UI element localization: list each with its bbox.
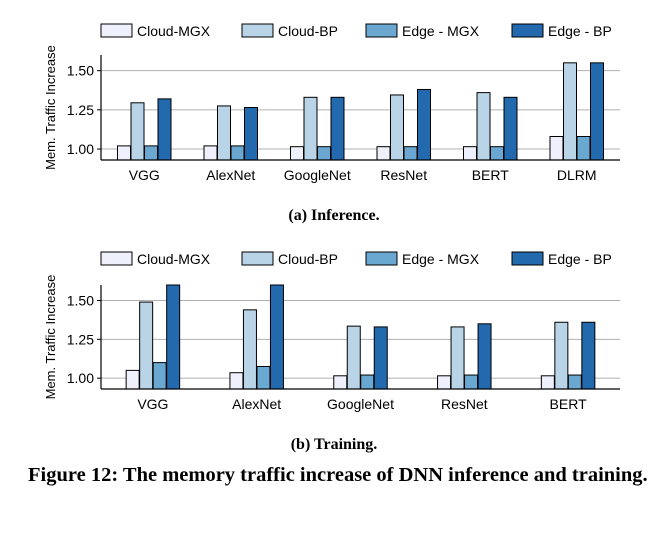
legend-label: Edge - BP bbox=[548, 23, 612, 39]
bar bbox=[125, 369, 140, 390]
chart-inference: 1.00 1.25 1.50 Mem. Traffic Increase VGG Alex… bbox=[43, 23, 620, 183]
bar bbox=[390, 94, 404, 161]
bar bbox=[590, 62, 604, 161]
bar bbox=[437, 375, 452, 390]
bar bbox=[217, 105, 231, 161]
x-tick-label: AlexNet bbox=[232, 396, 281, 412]
y-tick-label: 1.25 bbox=[67, 331, 94, 347]
legend-swatch bbox=[100, 251, 133, 266]
bar bbox=[376, 146, 391, 161]
bar bbox=[303, 96, 318, 161]
legend-swatch bbox=[365, 23, 398, 38]
y-tick-label: 1.50 bbox=[67, 63, 94, 79]
legend-label: Cloud-MGX bbox=[137, 251, 211, 267]
y-tick-label: 1.50 bbox=[67, 293, 94, 309]
bar bbox=[144, 145, 158, 161]
bar bbox=[230, 145, 245, 161]
bar bbox=[244, 107, 258, 161]
legend: Cloud-MGX Cloud-BP Edge - MGX Edge - BP bbox=[100, 23, 612, 39]
legend-label: Edge - MGX bbox=[402, 23, 480, 39]
bar bbox=[360, 374, 375, 390]
bar bbox=[540, 375, 555, 390]
bar bbox=[157, 98, 172, 161]
bar bbox=[330, 96, 345, 161]
bar bbox=[549, 135, 564, 161]
x-tick-label: BERT bbox=[550, 396, 588, 412]
bar bbox=[242, 309, 257, 390]
bar bbox=[373, 326, 388, 390]
y-tick-label: 1.00 bbox=[67, 141, 94, 157]
chart-training: 1.00 1.25 1.50 Mem. Traffic Increase VGG Alex… bbox=[43, 251, 620, 412]
bar bbox=[576, 135, 591, 161]
bar bbox=[130, 102, 145, 161]
bar bbox=[503, 96, 518, 161]
bar bbox=[152, 362, 167, 390]
legend-swatch bbox=[241, 23, 274, 38]
legend-label: Edge - MGX bbox=[402, 251, 480, 267]
bar bbox=[269, 284, 284, 390]
y-axis-label: Mem. Traffic Increase bbox=[43, 45, 58, 170]
bar bbox=[256, 365, 271, 390]
bar bbox=[464, 374, 479, 390]
legend-label: Edge - BP bbox=[548, 251, 612, 267]
x-tick-label: VGG bbox=[137, 396, 168, 412]
x-tick-label: VGG bbox=[129, 167, 160, 183]
bar bbox=[346, 325, 361, 390]
subcaption-training: (b) Training. bbox=[291, 436, 378, 453]
bar bbox=[490, 146, 504, 161]
legend-swatch bbox=[365, 251, 398, 266]
bar bbox=[477, 323, 492, 390]
legend-swatch bbox=[511, 23, 544, 38]
x-tick-label: ResNet bbox=[380, 167, 427, 183]
bar bbox=[229, 372, 244, 390]
legend: Cloud-MGX Cloud-BP Edge - MGX Edge - BP bbox=[100, 251, 612, 267]
bar bbox=[166, 284, 181, 390]
bar bbox=[563, 62, 577, 161]
x-tick-label: AlexNet bbox=[206, 167, 255, 183]
x-tick-label: DLRM bbox=[557, 167, 597, 183]
y-tick-label: 1.25 bbox=[67, 102, 94, 118]
legend-label: Cloud-MGX bbox=[137, 23, 211, 39]
bar bbox=[554, 321, 569, 390]
legend-label: Cloud-BP bbox=[278, 251, 338, 267]
y-axis-label: Mem. Traffic Increase bbox=[43, 275, 58, 400]
bar bbox=[476, 92, 491, 161]
bar bbox=[463, 146, 477, 161]
subcaption-inference: (a) Inference. bbox=[288, 207, 379, 224]
bar bbox=[117, 145, 131, 161]
legend-swatch bbox=[511, 251, 544, 266]
bar bbox=[203, 145, 218, 161]
bar bbox=[290, 146, 304, 161]
legend-label: Cloud-BP bbox=[278, 23, 338, 39]
bar bbox=[581, 321, 596, 390]
bar bbox=[567, 374, 582, 390]
bar bbox=[139, 301, 154, 390]
x-tick-label: ResNet bbox=[441, 396, 488, 412]
y-tick-label: 1.00 bbox=[67, 370, 94, 386]
bar bbox=[403, 146, 418, 161]
bar bbox=[450, 326, 465, 390]
x-tick-label: BERT bbox=[472, 167, 510, 183]
bar bbox=[417, 88, 431, 161]
legend-swatch bbox=[100, 23, 133, 38]
x-tick-label: GoogleNet bbox=[327, 396, 394, 412]
figure-caption: Figure 12: The memory traffic increase o… bbox=[28, 464, 648, 486]
bar bbox=[317, 146, 331, 161]
legend-swatch bbox=[241, 251, 274, 266]
bar bbox=[333, 375, 348, 390]
x-tick-label: GoogleNet bbox=[284, 167, 351, 183]
